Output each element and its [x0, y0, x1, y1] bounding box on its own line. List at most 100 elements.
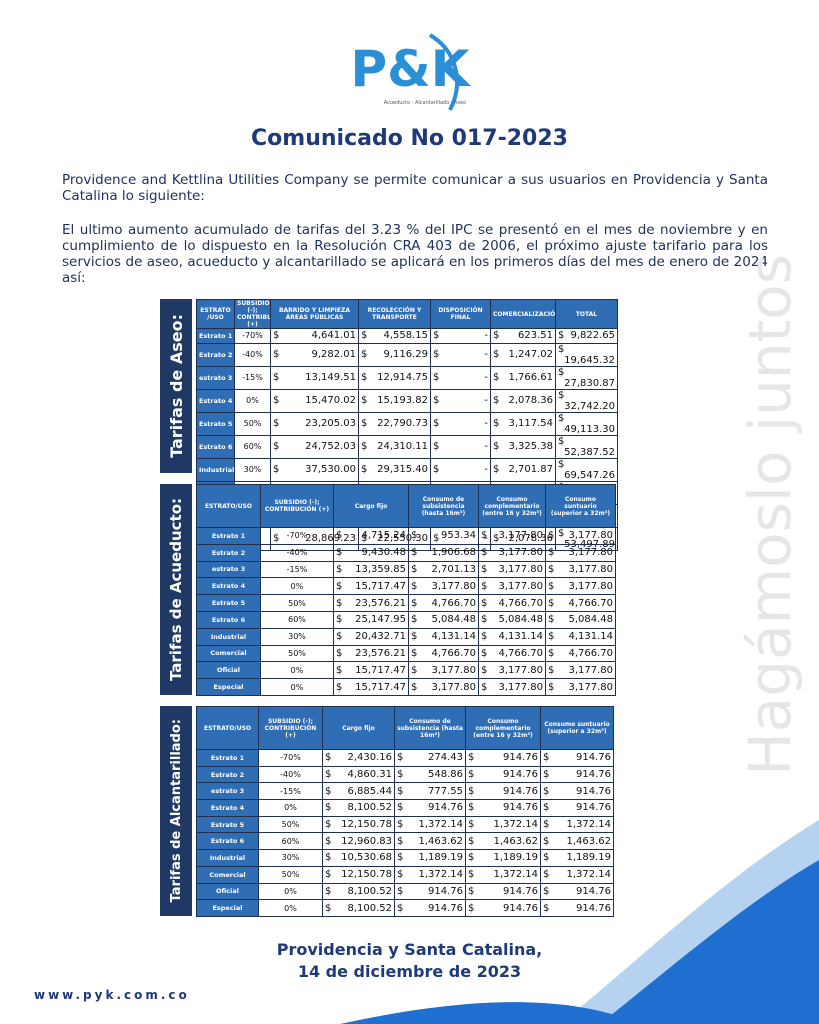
- money-cell: $914.76: [540, 882, 614, 901]
- amount: 2,701.13: [431, 563, 476, 575]
- amount: 10,530.68: [341, 852, 392, 864]
- money-cell: $1,247.02: [490, 342, 556, 367]
- table-row: Estrato 1 -70% $2,430.16 $274.43 $914.76 $914…: [196, 749, 614, 767]
- amount: 4,131.14: [498, 631, 543, 643]
- currency: $: [548, 681, 555, 693]
- money-cell: $4,131.14: [408, 627, 479, 646]
- currency: $: [325, 852, 332, 864]
- table-row: estrato 3 -15% $13,359.85 $2,701.13 $3,177.8…: [196, 560, 616, 579]
- money-cell: $2,701.87: [490, 457, 556, 482]
- money-cell: $914.76: [465, 799, 541, 817]
- url[interactable]: www.pyk.com.co: [34, 988, 190, 1002]
- amount: 3,177.80: [498, 547, 543, 559]
- amount: 1,372.14: [493, 869, 538, 881]
- amount: -: [484, 372, 488, 384]
- money-cell: $1,372.14: [540, 815, 614, 834]
- amount: 3,177.80: [498, 530, 543, 542]
- row-label: Estrato 4: [196, 799, 259, 817]
- money-cell: $3,177.80: [478, 560, 546, 579]
- amount: 6,885.44: [347, 785, 392, 797]
- amount: 3,177.80: [568, 547, 613, 559]
- currency: $: [273, 441, 280, 453]
- money-cell: $3,177.80: [478, 661, 546, 680]
- money-cell: $914.76: [540, 899, 614, 917]
- money-cell: $914.76: [540, 749, 614, 767]
- amount: 49,113.30: [564, 423, 615, 435]
- currency: $: [361, 330, 368, 342]
- money-cell: $15,193.82: [358, 388, 431, 413]
- subsidy-cell: -40%: [260, 543, 334, 562]
- currency: $: [325, 785, 332, 797]
- currency: $: [273, 418, 280, 430]
- currency: $: [493, 464, 500, 476]
- amount: 69,547.26: [564, 469, 615, 481]
- currency: $: [325, 835, 332, 847]
- currency: $: [273, 349, 280, 361]
- currency: $: [548, 547, 555, 559]
- currency: $: [433, 372, 440, 384]
- amount: 3,177.80: [498, 664, 543, 676]
- money-cell: $2,430.16: [322, 749, 395, 767]
- amount: 1,463.62: [566, 835, 611, 847]
- money-cell: $3,177.80: [408, 577, 479, 596]
- currency: $: [336, 547, 343, 559]
- money-cell: $4,715.24: [333, 527, 409, 545]
- money-cell: $1,372.14: [465, 815, 541, 834]
- amount: 15,470.02: [305, 395, 356, 407]
- header-cell: Consumo complementario (entre 16 y 32m³): [478, 484, 546, 528]
- money-cell: $19,645.32: [555, 342, 618, 367]
- money-cell: $9,822.65: [555, 328, 618, 344]
- currency: $: [361, 372, 368, 384]
- subsidy-cell: -70%: [258, 749, 323, 767]
- table-row: Comercial 50% $12,150.78 $1,372.14 $1,372.14…: [196, 865, 614, 884]
- currency: $: [411, 614, 418, 626]
- currency: $: [273, 330, 280, 342]
- money-cell: $5,084.48: [478, 610, 546, 629]
- currency: $: [325, 819, 332, 831]
- currency: $: [493, 372, 500, 384]
- table-row: Estrato 2 -40% $4,860.31 $548.86 $914.76 $914…: [196, 765, 614, 784]
- currency: $: [468, 785, 475, 797]
- amount: 9,822.65: [570, 330, 615, 342]
- money-cell: $-: [430, 328, 491, 344]
- money-cell: $49,113.30: [555, 411, 618, 436]
- amount: 8,100.52: [347, 885, 392, 897]
- money-cell: $3,177.80: [408, 661, 479, 680]
- row-label: estrato 3: [196, 365, 235, 390]
- currency: $: [548, 631, 555, 643]
- money-cell: $1,372.14: [394, 865, 466, 884]
- money-cell: $24,310.11: [358, 434, 431, 459]
- currency: $: [493, 395, 500, 407]
- amount: 914.76: [428, 885, 463, 897]
- amount: 5,084.48: [568, 614, 613, 626]
- subsidy-cell: 30%: [260, 627, 334, 646]
- money-cell: $20,432.71: [333, 627, 409, 646]
- money-cell: $914.76: [465, 782, 541, 801]
- money-cell: $623.51: [490, 328, 556, 344]
- table-row: estrato 3 -15% $6,885.44 $777.55 $914.76 $914…: [196, 782, 614, 801]
- currency: $: [493, 418, 500, 430]
- money-cell: $5,084.48: [545, 610, 616, 629]
- money-cell: $23,576.21: [333, 644, 409, 663]
- amount: 623.51: [518, 330, 553, 342]
- money-cell: $4,131.14: [478, 627, 546, 646]
- amount: 12,150.78: [341, 869, 392, 881]
- amount: 548.86: [428, 769, 463, 781]
- amount: 1,372.14: [566, 819, 611, 831]
- currency: $: [336, 631, 343, 643]
- row-label: Especial: [196, 899, 259, 917]
- row-label: Estrato 2: [196, 765, 259, 784]
- money-cell: $914.76: [394, 899, 466, 917]
- watermark-text: Hagámoslo juntos: [736, 254, 804, 776]
- currency: $: [468, 869, 475, 881]
- currency: $: [548, 647, 555, 659]
- currency: $: [481, 614, 488, 626]
- header-cell: ESTRATO /USO: [196, 299, 235, 329]
- money-cell: $8,100.52: [322, 899, 395, 917]
- subsidy-cell: 60%: [234, 434, 271, 459]
- row-label: Industrial: [196, 627, 261, 646]
- currency: $: [336, 647, 343, 659]
- row-label: Estrato 1: [196, 749, 259, 767]
- currency: $: [481, 664, 488, 676]
- header-cell: Consumo suntuario (superior a 32m³): [540, 706, 614, 750]
